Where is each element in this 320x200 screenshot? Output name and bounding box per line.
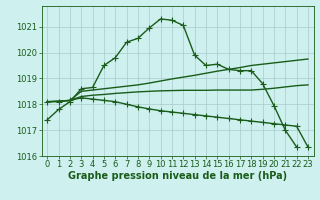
X-axis label: Graphe pression niveau de la mer (hPa): Graphe pression niveau de la mer (hPa) bbox=[68, 171, 287, 181]
